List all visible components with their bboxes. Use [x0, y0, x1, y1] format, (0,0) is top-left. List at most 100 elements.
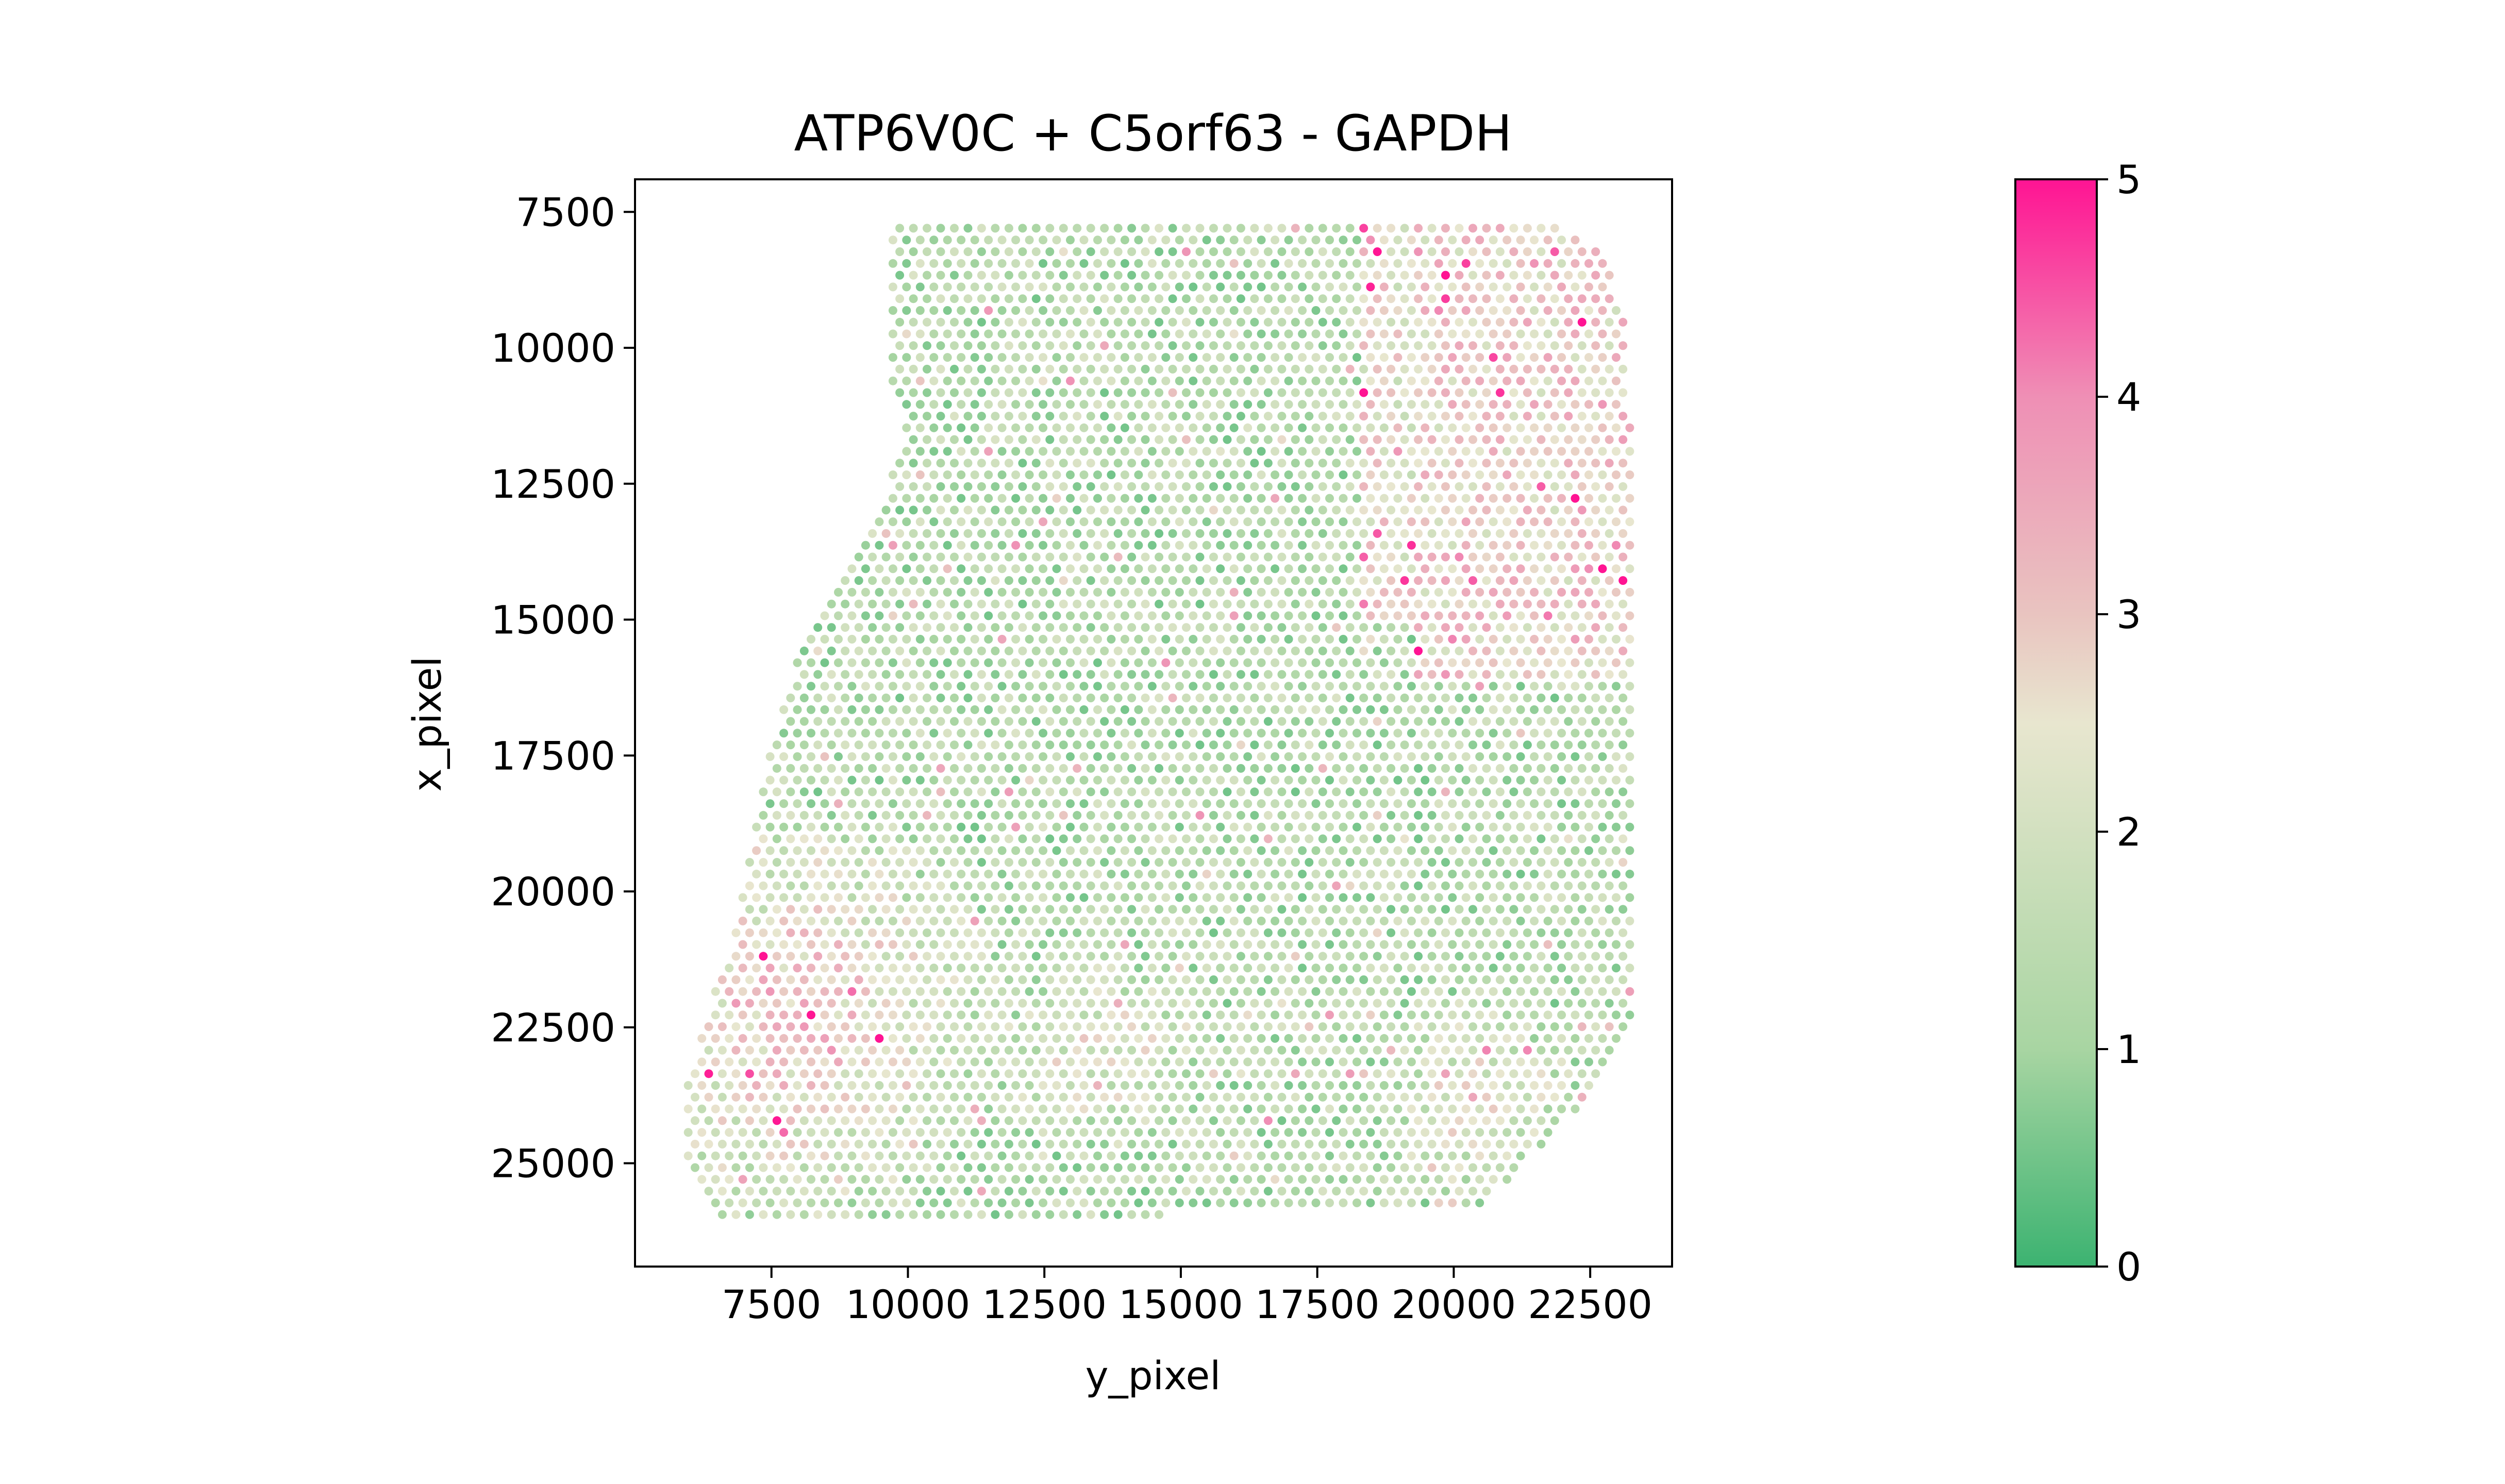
spot-point	[1482, 670, 1491, 679]
spot-point	[1141, 975, 1150, 984]
spot-point	[1550, 834, 1559, 844]
spot-point	[950, 435, 959, 444]
spot-point	[1025, 564, 1034, 574]
spot-point	[1291, 505, 1300, 515]
spot-point	[957, 846, 966, 855]
spot-point	[1387, 623, 1396, 632]
spot-point	[1182, 529, 1191, 538]
spot-point	[1229, 987, 1239, 996]
spot-point	[1489, 282, 1498, 292]
spot-point	[1612, 1034, 1621, 1043]
spot-point	[1543, 353, 1552, 362]
spot-point	[1209, 646, 1218, 655]
spot-point	[1448, 306, 1457, 315]
spot-point	[1489, 470, 1498, 479]
spot-point	[1523, 717, 1532, 726]
spot-point	[1079, 940, 1089, 949]
spot-point	[1598, 564, 1607, 574]
spot-point	[1564, 905, 1573, 914]
spot-point	[923, 1187, 931, 1196]
spot-point	[1086, 1139, 1095, 1149]
spot-point	[1243, 705, 1252, 714]
spot-point	[1448, 775, 1457, 785]
spot-point	[1523, 271, 1532, 280]
spot-point	[1257, 682, 1266, 691]
spot-point	[1543, 423, 1552, 432]
spot-point	[1182, 576, 1191, 585]
spot-point	[1011, 611, 1021, 620]
spot-point	[1175, 376, 1184, 385]
spot-point	[1612, 705, 1621, 714]
spot-point	[1530, 940, 1539, 949]
spot-point	[1271, 1128, 1280, 1137]
spot-point	[1455, 717, 1464, 726]
spot-point	[1625, 635, 1634, 644]
spot-point	[1427, 787, 1437, 797]
spot-point	[1475, 1128, 1484, 1137]
spot-point	[1557, 964, 1566, 973]
spot-point	[1455, 529, 1464, 538]
spot-point	[1039, 517, 1048, 527]
spot-point	[1209, 905, 1218, 914]
spot-point	[1209, 764, 1218, 773]
spot-point	[1025, 846, 1034, 855]
spot-point	[1311, 940, 1321, 949]
spot-point	[1216, 1128, 1225, 1137]
spot-point	[1598, 494, 1607, 503]
spot-point	[1393, 893, 1402, 902]
spot-point	[1448, 1104, 1457, 1114]
spot-point	[888, 916, 897, 925]
spot-point	[1168, 271, 1177, 280]
spot-point	[1441, 999, 1450, 1008]
spot-point	[1066, 635, 1075, 644]
spot-point	[868, 881, 877, 890]
spot-point	[1530, 470, 1539, 479]
spot-point	[1100, 1187, 1109, 1196]
spot-point	[1571, 470, 1580, 479]
spot-point	[943, 987, 952, 996]
spot-point	[1059, 975, 1068, 984]
spot-point	[1448, 1175, 1457, 1184]
spot-point	[1066, 822, 1075, 832]
spot-point	[1039, 752, 1048, 761]
spot-point	[1591, 459, 1600, 468]
spot-point	[834, 729, 843, 738]
spot-point	[1612, 635, 1621, 644]
spot-point	[1250, 928, 1259, 937]
spot-point	[1284, 752, 1293, 761]
spot-point	[1509, 1045, 1518, 1055]
spot-point	[1025, 400, 1034, 409]
spot-point	[1045, 670, 1055, 679]
spot-point	[1345, 834, 1355, 844]
spot-point	[1161, 1104, 1171, 1114]
spot-point	[1045, 1187, 1055, 1196]
spot-point	[834, 869, 843, 879]
spot-point	[963, 811, 973, 820]
spot-point	[1243, 541, 1252, 550]
spot-point	[1045, 435, 1055, 444]
spot-point	[1489, 822, 1498, 832]
spot-point	[1113, 552, 1123, 562]
spot-point	[1495, 576, 1505, 585]
spot-point	[1182, 952, 1191, 961]
spot-point	[895, 1092, 905, 1102]
spot-point	[1100, 858, 1109, 867]
spot-point	[1031, 1022, 1041, 1031]
spot-point	[1516, 611, 1525, 620]
spot-point	[745, 1187, 754, 1196]
spot-point	[902, 611, 911, 620]
spot-point	[1516, 494, 1525, 503]
spot-point	[807, 846, 815, 855]
spot-point	[1223, 271, 1232, 280]
spot-point	[1031, 717, 1041, 726]
spot-point	[1025, 470, 1034, 479]
spot-point	[1189, 775, 1198, 785]
spot-point	[1502, 752, 1512, 761]
spot-point	[1468, 388, 1477, 397]
spot-point	[936, 388, 945, 397]
spot-point	[1571, 705, 1580, 714]
spot-point	[1257, 541, 1266, 550]
spot-point	[1379, 400, 1389, 409]
spot-point	[1311, 494, 1321, 503]
spot-point	[711, 1128, 720, 1137]
